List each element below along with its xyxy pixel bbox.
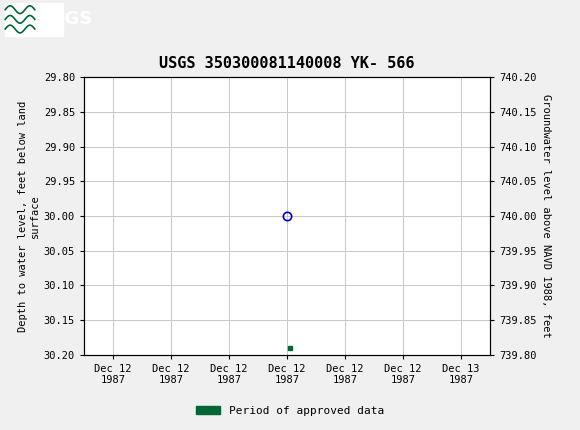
Y-axis label: Depth to water level, feet below land
surface: Depth to water level, feet below land su… [18,101,39,332]
Legend: Period of approved data: Period of approved data [191,401,389,420]
Y-axis label: Groundwater level above NAVD 1988, feet: Groundwater level above NAVD 1988, feet [541,94,550,338]
Title: USGS 350300081140008 YK- 566: USGS 350300081140008 YK- 566 [160,55,415,71]
FancyBboxPatch shape [5,3,63,36]
Text: USGS: USGS [38,10,93,28]
